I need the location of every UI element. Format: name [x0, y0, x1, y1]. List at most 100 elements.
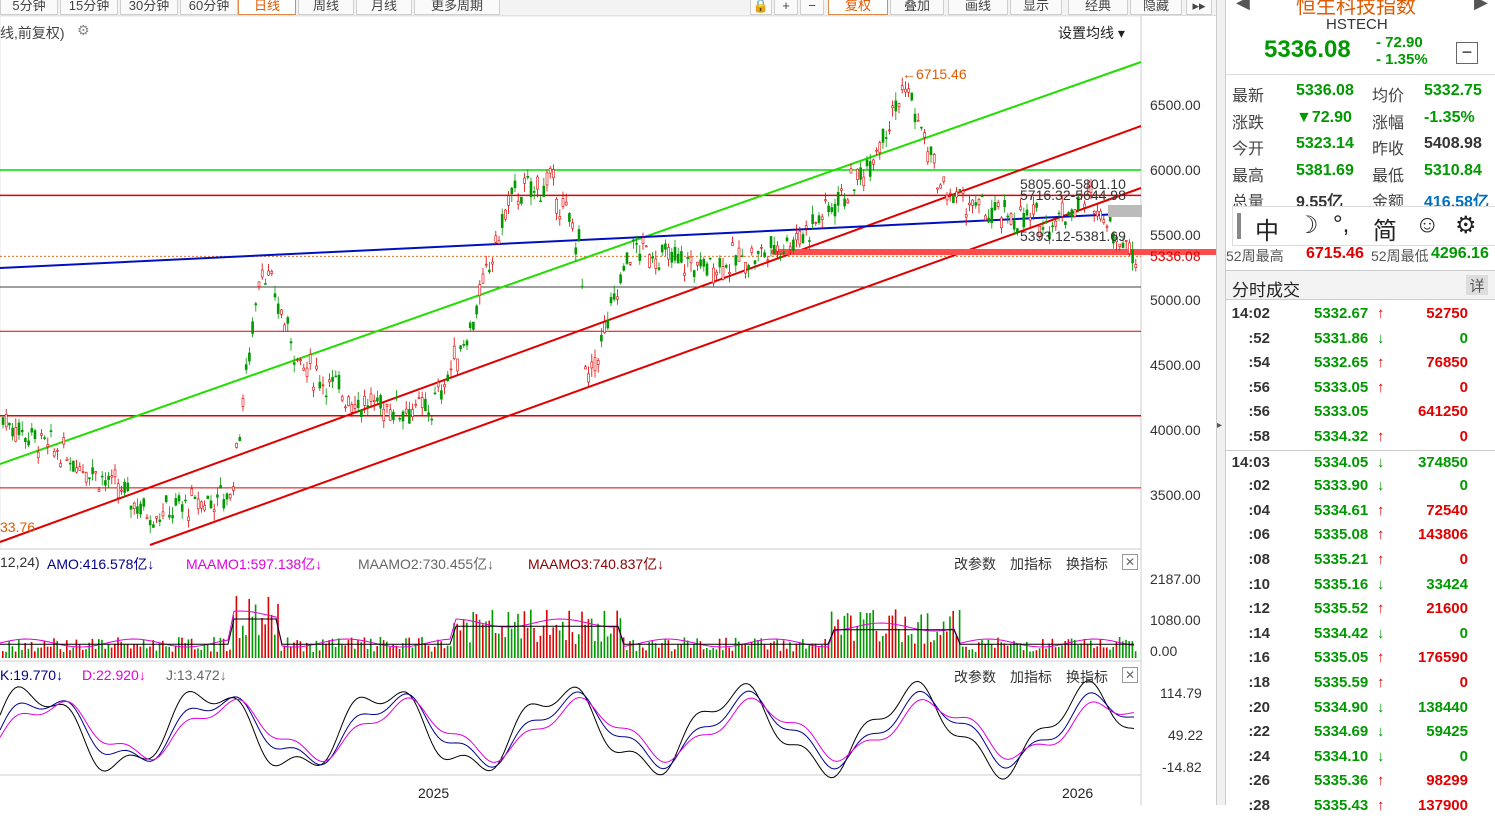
classic-button[interactable]: 经典	[1068, 0, 1128, 15]
maamo1-line	[0, 610, 1135, 648]
tick-volume: 0	[1459, 551, 1468, 568]
volume-bar	[350, 637, 353, 658]
candle-body	[990, 207, 994, 223]
week52-high-value: 6715.46	[1306, 245, 1364, 262]
moon-icon[interactable]: ☽	[1297, 212, 1319, 239]
expand-icon[interactable]: ▸▸	[1186, 0, 1212, 15]
period-monthly-button[interactable]: 月线	[356, 0, 412, 15]
hide-button[interactable]: 隐藏	[1130, 0, 1182, 15]
overlay-button[interactable]: 叠加	[890, 0, 944, 15]
amo-y-tick-0: 2187.00	[1150, 571, 1201, 587]
kline-chart[interactable]	[0, 0, 1225, 805]
period-5min-button[interactable]: 5分钟	[0, 0, 58, 15]
collapse-icon[interactable]: −	[1456, 42, 1478, 64]
period-daily-button[interactable]: 日线	[238, 0, 296, 15]
volume-bar	[856, 626, 858, 658]
emoji-icon[interactable]: ☺	[1415, 211, 1440, 238]
candle-body	[648, 254, 651, 268]
panel-splitter[interactable]	[1216, 0, 1225, 805]
volume-bar	[837, 619, 839, 658]
more-periods-button[interactable]: 更多周期	[414, 0, 500, 15]
volume-bar	[158, 643, 161, 658]
volume-bar	[456, 623, 458, 658]
display-button[interactable]: 显示	[1010, 0, 1062, 15]
volume-bar	[395, 645, 398, 658]
ime-simplified-mode[interactable]: 简	[1373, 218, 1397, 245]
amo-close-icon[interactable]: ✕	[1122, 554, 1138, 570]
candle-body	[449, 368, 453, 371]
kdj-add-indicator-button[interactable]: 加指标	[1010, 669, 1052, 685]
tick-price: 5335.16	[1314, 575, 1369, 593]
candle-body	[696, 261, 699, 266]
period-30min-button[interactable]: 30分钟	[120, 0, 178, 15]
volume-bar	[990, 644, 993, 658]
tick-row: :04 5334.61 ↑ 72540	[1226, 499, 1495, 524]
tick-volume: 72540	[1426, 501, 1468, 519]
candle-body	[961, 190, 965, 194]
gear-icon[interactable]: ⚙	[77, 22, 90, 38]
period-60min-button[interactable]: 60分钟	[180, 0, 238, 15]
zoom-out-icon[interactable]: −	[800, 0, 824, 15]
kdj-close-icon[interactable]: ✕	[1122, 667, 1138, 683]
zoom-in-icon[interactable]: +	[774, 0, 798, 15]
amo-add-indicator-button[interactable]: 加指标	[1010, 556, 1052, 572]
candle-body	[126, 482, 130, 492]
kdj-edit-params-button[interactable]: 改参数	[954, 669, 996, 685]
candle-body	[849, 168, 853, 174]
candle-body	[1070, 209, 1074, 217]
adjust-button[interactable]: 复权	[828, 0, 888, 15]
candle-body	[241, 398, 245, 407]
volume-bar	[690, 647, 692, 658]
tick-time: :04	[1248, 501, 1270, 519]
candle-body	[465, 340, 469, 346]
ime-drag-handle[interactable]	[1237, 213, 1241, 239]
candle-body	[235, 442, 238, 448]
volume-bar	[978, 642, 980, 658]
candle-body	[24, 438, 27, 443]
candle-body	[830, 207, 834, 212]
candle-body	[398, 418, 402, 420]
candle-body	[1096, 210, 1099, 217]
next-stock-icon[interactable]: ▶	[1474, 0, 1488, 12]
volume-bar	[197, 648, 199, 658]
volume-bar	[933, 640, 935, 658]
candle-body	[577, 229, 581, 242]
ime-toolbar: 中 ☽ °, 简 ☺ ⚙	[1232, 206, 1495, 246]
kdj-switch-indicator-button[interactable]: 换指标	[1066, 669, 1108, 685]
candle-body	[504, 209, 507, 220]
amo-switch-indicator-button[interactable]: 换指标	[1066, 556, 1108, 572]
volume-bar	[734, 637, 737, 658]
volume-bar	[1122, 641, 1124, 658]
lock-icon[interactable]: 🔒	[750, 0, 772, 15]
amo-edit-params-button[interactable]: 改参数	[954, 556, 996, 572]
volume-bar	[709, 649, 711, 658]
volume-bar	[312, 651, 314, 658]
punctuation-icon[interactable]: °,	[1333, 211, 1350, 238]
volume-bar	[443, 648, 446, 658]
ma-setting-button[interactable]: 设置均线 ▾	[1058, 25, 1125, 41]
ticks-header: 分时成交 详	[1226, 270, 1495, 300]
candle-body	[731, 242, 734, 246]
tick-time: :14	[1248, 624, 1270, 642]
volume-bar	[667, 640, 670, 658]
volume-bar	[597, 623, 599, 658]
period-weekly-button[interactable]: 周线	[298, 0, 354, 15]
prev-stock-icon[interactable]: ◀	[1236, 0, 1250, 12]
volume-bar	[619, 618, 622, 658]
candle-body	[1128, 242, 1131, 254]
down-arrow-icon: ↓	[1377, 575, 1385, 593]
candle-body	[574, 247, 578, 255]
ime-chinese-mode[interactable]: 中	[1255, 218, 1279, 245]
draw-line-button[interactable]: 画线	[948, 0, 1008, 15]
volume-bar	[981, 640, 983, 658]
period-15min-button[interactable]: 15分钟	[60, 0, 118, 15]
candle-body	[446, 374, 450, 381]
candle-body	[616, 296, 619, 300]
up-arrow-icon: ↑	[1377, 526, 1385, 544]
gear-icon[interactable]: ⚙	[1455, 212, 1477, 239]
splitter-arrow-icon[interactable]: ▸	[1217, 420, 1223, 431]
quote-label: 最低	[1372, 167, 1405, 185]
candle-body	[56, 450, 59, 452]
ticks-detail-button[interactable]: 详	[1466, 275, 1488, 295]
volume-bar	[216, 651, 218, 658]
